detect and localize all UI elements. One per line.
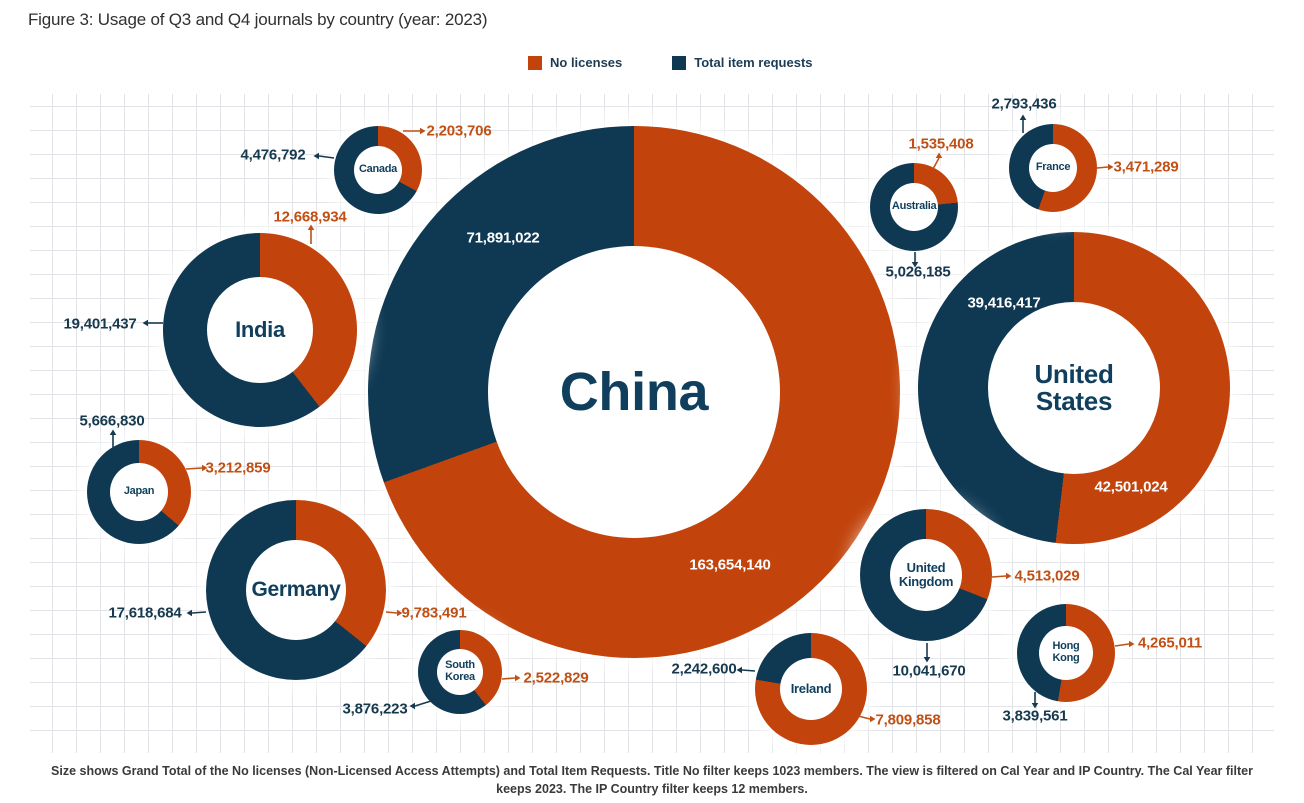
country-label-canada: Canada [359,163,397,176]
value-label-south-korea-total: 3,876,223 [342,700,408,718]
connector-line-ireland-total [741,669,756,672]
connector-arrow-icon [935,152,943,158]
donut-hole-ireland: Ireland [780,658,842,720]
connector-arrow-icon [109,429,117,435]
country-label-australia: Australia [891,200,937,213]
country-label-japan: Japan [123,485,155,498]
figure-caption: Size shows Grand Total of the No license… [51,764,1253,797]
donut-france[interactable]: France [1009,124,1097,212]
country-label-france: France [1035,161,1071,174]
donut-hong-kong[interactable]: Hong Kong [1017,604,1115,702]
donut-japan[interactable]: Japan [87,440,191,544]
connector-line-germany-no_licenses [385,611,398,614]
value-label-canada-no_licenses: 2,203,706 [426,122,492,140]
donut-hole-japan: Japan [110,463,168,521]
legend-label-no-licenses: No licenses [550,55,623,70]
value-label-hong-kong-total: 3,839,561 [1002,707,1068,725]
value-label-united-states-total: 39,416,417 [967,294,1041,312]
value-label-france-no_licenses: 3,471,289 [1113,158,1179,176]
donut-germany[interactable]: Germany [206,500,386,680]
value-label-united-kingdom-total: 10,041,670 [892,662,966,680]
legend-item-total-item-requests[interactable]: Total item requests [672,55,813,70]
connector-arrow-icon [313,152,319,160]
value-label-france-total: 2,793,436 [991,95,1057,113]
donut-hole-china: China [488,246,780,538]
donut-hole-united-states: United States [988,302,1160,474]
value-label-japan-total: 5,666,830 [79,412,145,430]
legend-item-no-licenses[interactable]: No licenses [528,55,622,70]
connector-line-hong-kong-no_licenses [1114,643,1130,647]
value-label-germany-total: 17,618,684 [108,604,182,622]
donut-hole-canada: Canada [354,146,402,194]
connector-arrow-icon [1006,572,1012,580]
legend-label-total-item-requests: Total item requests [694,55,813,70]
value-label-china-total: 71,891,022 [466,229,540,247]
donut-hole-germany: Germany [246,540,346,640]
donut-hole-australia: Australia [890,183,938,231]
donut-australia[interactable]: Australia [870,163,958,251]
connector-line-japan-no_licenses [185,467,203,470]
value-label-south-korea-no_licenses: 2,522,829 [523,669,589,687]
value-label-india-no_licenses: 12,668,934 [273,208,347,226]
value-label-australia-total: 5,026,185 [885,263,951,281]
value-label-canada-total: 4,476,792 [240,146,306,164]
country-label-united-states: United States [1034,358,1114,416]
value-label-germany-no_licenses: 9,783,491 [401,604,467,622]
country-label-germany: Germany [251,577,341,601]
country-label-hong-kong: Hong Kong [1052,640,1080,664]
value-label-united-kingdom-no_licenses: 4,513,029 [1014,567,1080,585]
value-label-india-total: 19,401,437 [63,315,137,333]
connector-arrow-icon [1019,114,1027,120]
no-licenses-swatch-icon [528,55,542,70]
connector-line-united-kingdom-no_licenses [991,575,1007,578]
value-label-japan-no_licenses: 3,212,859 [205,459,271,477]
value-label-hong-kong-no_licenses: 4,265,011 [1137,634,1203,652]
value-label-china-no_licenses: 163,654,140 [689,556,771,574]
donut-hole-france: France [1029,144,1077,192]
donut-hole-india: India [207,277,313,383]
donut-ireland[interactable]: Ireland [755,633,867,745]
connector-arrow-icon [420,127,426,135]
donut-canada[interactable]: Canada [334,126,422,214]
connector-arrow-icon [736,666,742,674]
donut-south-korea[interactable]: South Korea [418,630,502,714]
donut-united-kingdom[interactable]: United Kingdom [860,509,992,641]
total-item-requests-swatch-icon [672,55,687,70]
donut-hole-south-korea: South Korea [437,649,483,695]
donut-hole-hong-kong: Hong Kong [1039,626,1093,680]
value-label-united-states-no_licenses: 42,501,024 [1094,478,1168,496]
donut-hole-united-kingdom: United Kingdom [890,539,962,611]
legend: No licenses Total item requests [528,55,813,70]
donut-india[interactable]: India [163,233,357,427]
connector-line-france-no_licenses [1096,166,1109,169]
donut-china[interactable]: China [368,126,900,658]
country-label-ireland: Ireland [790,681,832,697]
country-label-united-kingdom: United Kingdom [898,560,954,589]
connector-arrow-icon [142,319,148,327]
connector-line-south-korea-no_licenses [501,677,516,680]
page-title: Figure 3: Usage of Q3 and Q4 journals by… [28,10,488,29]
country-label-south-korea: South Korea [445,659,475,683]
connector-arrow-icon [186,609,192,617]
connector-arrow-icon [515,674,521,682]
connector-arrow-icon [1129,640,1135,648]
connector-line-germany-total [191,611,207,614]
country-label-india: India [235,317,285,343]
connector-arrow-icon [409,702,415,710]
connector-line-canada-total [318,155,335,159]
value-label-ireland-no_licenses: 7,809,858 [875,711,941,729]
country-label-china: China [559,361,709,422]
value-label-ireland-total: 2,242,600 [671,660,737,678]
donut-united-states[interactable]: United States [918,232,1230,544]
connector-line-south-korea-total [414,700,432,707]
value-label-australia-no_licenses: 1,535,408 [908,135,974,153]
